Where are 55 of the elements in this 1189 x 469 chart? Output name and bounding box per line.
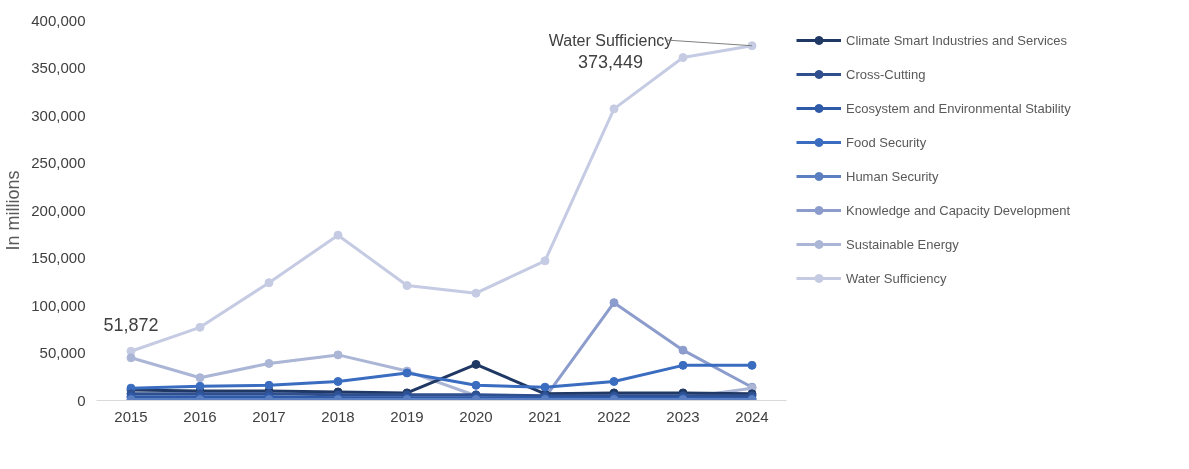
point [471,380,481,390]
x-tick-label: 2020 [459,407,493,425]
x-tick-label: 2019 [390,407,424,425]
point [402,281,412,291]
y-tick-label: 0 [77,391,86,409]
point [747,41,757,51]
point [264,278,274,288]
point [609,298,619,308]
point [678,345,688,355]
point [195,322,205,332]
point [471,288,481,298]
legend-label: Climate Smart Industries and Services [846,32,1068,48]
point [195,373,205,383]
y-axis-title: In millions [3,170,24,251]
point [747,360,757,370]
y-tick-label: 300,000 [31,106,86,124]
point [471,359,481,369]
y-tick-label: 100,000 [31,296,86,314]
point [609,104,619,114]
legend-label: Water Sufficiency [846,270,947,286]
y-tick-label: 250,000 [31,154,86,171]
x-tick-label: 2017 [252,407,286,425]
x-tick-label: 2015 [114,407,148,425]
point [195,381,205,391]
point [540,256,550,266]
point [333,377,343,386]
y-tick-label: 400,000 [31,11,86,29]
legend-label: Human Security [846,168,939,184]
x-tick-label: 2022 [597,407,631,425]
point [264,358,274,368]
y-tick-label: 350,000 [31,59,86,76]
annotation: 51,872 [103,315,159,336]
x-tick-label: 2024 [735,407,769,425]
point [678,360,688,370]
x-tick-label: 2021 [528,407,562,425]
x-tick-label: 2023 [666,407,700,425]
y-tick-label: 50,000 [39,344,86,361]
annotation: 373,449 [578,52,644,73]
y-tick-label: 150,000 [31,249,86,266]
point [609,377,619,386]
point [264,380,274,390]
point [540,382,550,392]
y-tick-label: 200,000 [31,201,86,219]
point [678,53,688,63]
annotation: Water Sufficiency [548,32,673,50]
point [333,350,343,360]
point [333,230,343,240]
legend-label: Food Security [846,134,927,150]
legend-label: Cross-Cutting [846,66,926,82]
legend-label: Knowledge and Capacity Development [846,202,1071,218]
x-tick-label: 2016 [183,407,217,425]
point [126,353,136,363]
legend-label: Sustainable Energy [846,236,959,252]
legend-label: Ecosystem and Environmental Stability [846,100,1071,116]
x-tick-label: 2018 [321,407,355,425]
